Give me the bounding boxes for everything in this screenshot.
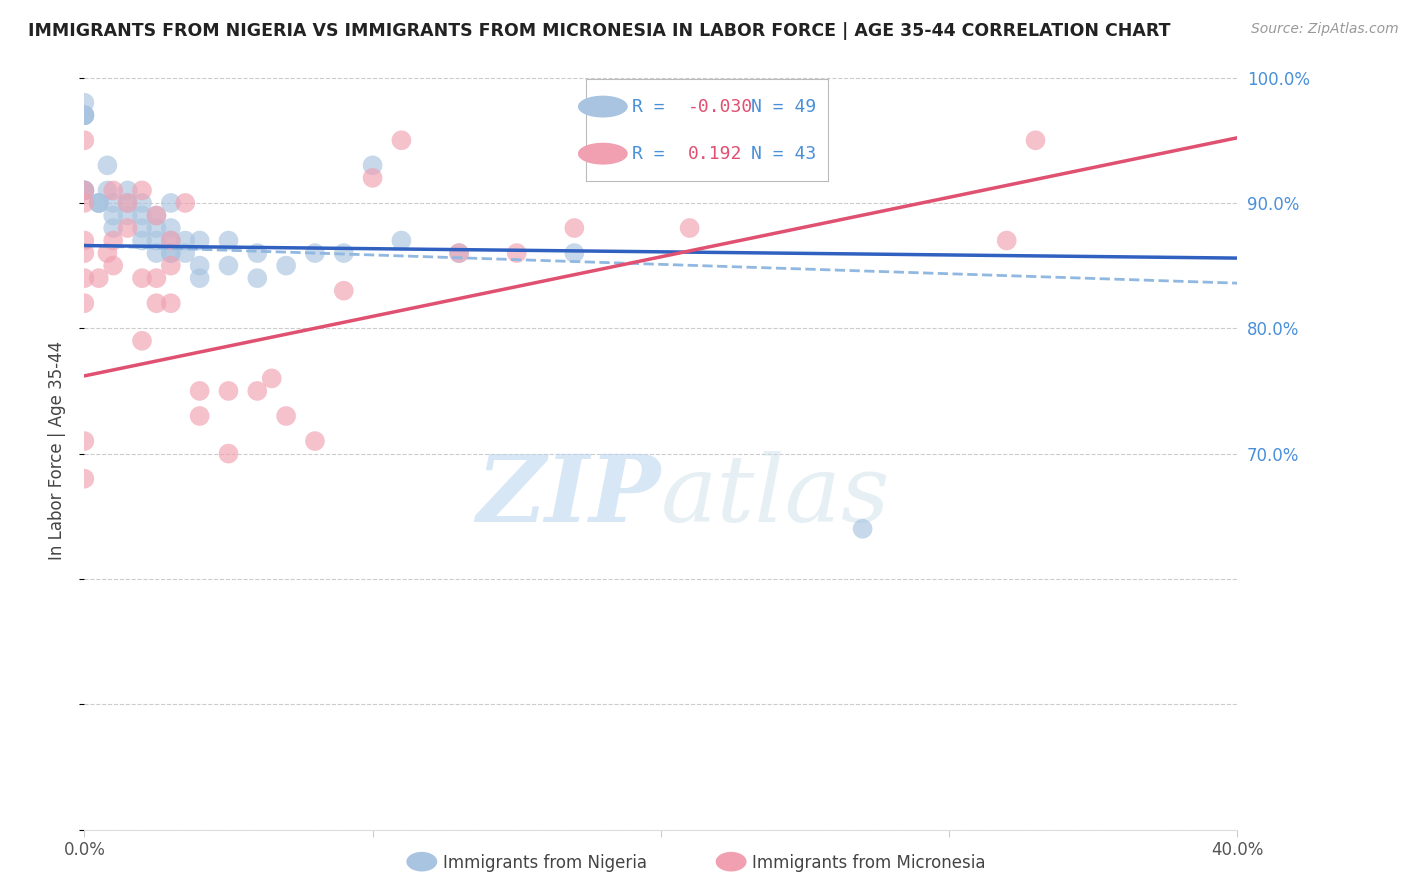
Point	[103, 234, 124, 248]
Point	[449, 246, 471, 260]
Point	[188, 409, 211, 423]
Point	[117, 183, 139, 197]
Point	[174, 246, 197, 260]
Text: IMMIGRANTS FROM NIGERIA VS IMMIGRANTS FROM MICRONESIA IN LABOR FORCE | AGE 35-44: IMMIGRANTS FROM NIGERIA VS IMMIGRANTS FR…	[28, 22, 1171, 40]
Point	[304, 434, 326, 448]
Point	[96, 158, 118, 172]
Point	[276, 409, 298, 423]
Point	[995, 234, 1018, 248]
Point	[73, 196, 96, 211]
Point	[87, 196, 110, 211]
Point	[73, 234, 96, 248]
Point	[160, 221, 183, 235]
Point	[131, 221, 153, 235]
Point	[131, 196, 153, 211]
Point	[218, 259, 240, 273]
Y-axis label: In Labor Force | Age 35-44: In Labor Force | Age 35-44	[48, 341, 66, 560]
Point	[218, 234, 240, 248]
Point	[276, 259, 298, 273]
Point	[188, 271, 211, 285]
Point	[391, 133, 413, 147]
Point	[564, 221, 586, 235]
Text: Source: ZipAtlas.com: Source: ZipAtlas.com	[1251, 22, 1399, 37]
Point	[333, 284, 356, 298]
Point	[145, 234, 167, 248]
Point	[145, 271, 167, 285]
Point	[103, 259, 124, 273]
Point	[564, 246, 586, 260]
Point	[117, 196, 139, 211]
Point	[73, 108, 96, 122]
Point	[73, 434, 96, 448]
Point	[73, 472, 96, 486]
Point	[160, 246, 183, 260]
Point	[361, 170, 384, 185]
Point	[852, 522, 875, 536]
Point	[246, 246, 269, 260]
Point	[73, 183, 96, 197]
Point	[160, 259, 183, 273]
Point	[1025, 133, 1047, 147]
Point	[218, 447, 240, 461]
Point	[160, 234, 183, 248]
Point	[87, 271, 110, 285]
Point	[73, 183, 96, 197]
Point	[73, 95, 96, 110]
Point	[145, 296, 167, 310]
Point	[361, 158, 384, 172]
Point	[145, 246, 167, 260]
Point	[160, 296, 183, 310]
Point	[96, 246, 118, 260]
Point	[87, 196, 110, 211]
Point	[174, 234, 197, 248]
Point	[160, 196, 183, 211]
Point	[145, 209, 167, 223]
Point	[103, 209, 124, 223]
Text: atlas: atlas	[661, 451, 890, 541]
Point	[131, 234, 153, 248]
Point	[131, 271, 153, 285]
Point	[96, 183, 118, 197]
Point	[160, 234, 183, 248]
Point	[117, 221, 139, 235]
Point	[73, 246, 96, 260]
Point	[117, 209, 139, 223]
Point	[73, 108, 96, 122]
Point	[73, 271, 96, 285]
Text: Immigrants from Micronesia: Immigrants from Micronesia	[752, 855, 986, 872]
Point	[333, 246, 356, 260]
Point	[73, 183, 96, 197]
Point	[73, 183, 96, 197]
Point	[304, 246, 326, 260]
Point	[145, 221, 167, 235]
Point	[246, 384, 269, 398]
Point	[679, 221, 702, 235]
Point	[246, 271, 269, 285]
Point	[73, 296, 96, 310]
Point	[103, 221, 124, 235]
Point	[160, 246, 183, 260]
Point	[103, 183, 124, 197]
Point	[73, 108, 96, 122]
Point	[174, 196, 197, 211]
Point	[260, 371, 283, 385]
Text: Immigrants from Nigeria: Immigrants from Nigeria	[443, 855, 647, 872]
Point	[391, 234, 413, 248]
Point	[188, 259, 211, 273]
Point	[73, 133, 96, 147]
Point	[131, 334, 153, 348]
Point	[218, 384, 240, 398]
Point	[87, 196, 110, 211]
Text: ZIP: ZIP	[477, 451, 661, 541]
Point	[449, 246, 471, 260]
Point	[188, 384, 211, 398]
Point	[506, 246, 529, 260]
Point	[117, 196, 139, 211]
Point	[103, 196, 124, 211]
Point	[188, 234, 211, 248]
Point	[145, 209, 167, 223]
Point	[131, 209, 153, 223]
Point	[73, 108, 96, 122]
Point	[131, 183, 153, 197]
